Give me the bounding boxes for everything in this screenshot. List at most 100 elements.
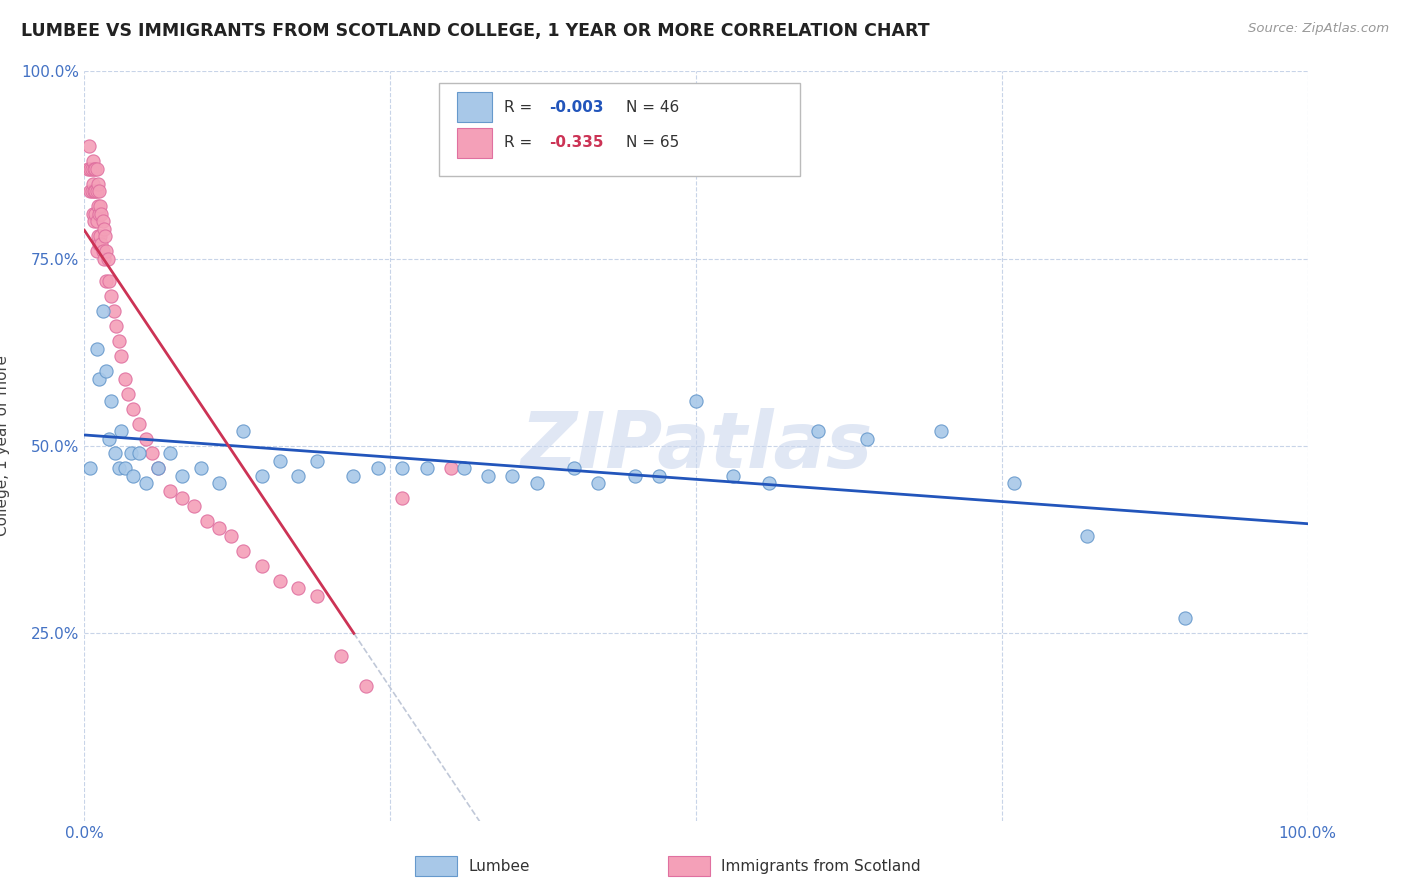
Point xyxy=(807,424,830,438)
Point xyxy=(93,252,115,266)
Point xyxy=(391,491,413,506)
Point xyxy=(103,304,125,318)
Point xyxy=(208,521,231,535)
Point xyxy=(91,214,114,228)
Text: N = 65: N = 65 xyxy=(626,135,679,150)
Point xyxy=(105,319,128,334)
Point xyxy=(135,476,157,491)
Text: -0.335: -0.335 xyxy=(550,135,603,150)
Point xyxy=(87,207,110,221)
Point xyxy=(82,177,104,191)
Point xyxy=(624,469,647,483)
Point xyxy=(87,236,110,251)
Point xyxy=(453,461,475,475)
Point xyxy=(117,386,139,401)
Point xyxy=(146,461,169,475)
Text: Source: ZipAtlas.com: Source: ZipAtlas.com xyxy=(1249,22,1389,36)
Point xyxy=(159,446,181,460)
Point xyxy=(86,184,108,198)
Point xyxy=(84,161,107,176)
Point xyxy=(250,469,273,483)
Point xyxy=(856,432,879,446)
Point xyxy=(83,184,105,198)
Point xyxy=(128,446,150,460)
Point xyxy=(648,469,671,483)
Point xyxy=(354,679,377,693)
Point xyxy=(159,483,181,498)
Point xyxy=(391,461,413,475)
Point xyxy=(120,446,142,460)
Point xyxy=(87,199,110,213)
Point xyxy=(97,252,120,266)
Point xyxy=(89,199,111,213)
Point xyxy=(97,274,120,288)
Point xyxy=(183,499,205,513)
Point xyxy=(100,289,122,303)
Point xyxy=(146,461,169,475)
Text: LUMBEE VS IMMIGRANTS FROM SCOTLAND COLLEGE, 1 YEAR OR MORE CORRELATION CHART: LUMBEE VS IMMIGRANTS FROM SCOTLAND COLLE… xyxy=(21,22,929,40)
Point xyxy=(96,274,118,288)
Point xyxy=(110,349,132,363)
Point xyxy=(80,184,103,198)
Point xyxy=(330,648,353,663)
Point xyxy=(122,469,145,483)
Point xyxy=(86,244,108,259)
Point xyxy=(141,446,163,460)
Point xyxy=(77,161,100,176)
Point xyxy=(1076,529,1098,543)
Point xyxy=(79,461,101,475)
Text: Lumbee: Lumbee xyxy=(468,859,530,873)
Point xyxy=(83,161,105,176)
Point xyxy=(416,461,439,475)
Point xyxy=(526,476,548,491)
Point xyxy=(82,154,104,169)
Point xyxy=(83,214,105,228)
Point xyxy=(79,161,101,176)
Point xyxy=(107,461,129,475)
Point xyxy=(87,229,110,244)
Point xyxy=(77,139,100,153)
Text: R =: R = xyxy=(503,135,537,150)
Y-axis label: College, 1 year or more: College, 1 year or more xyxy=(0,356,10,536)
Point xyxy=(287,582,309,596)
Point xyxy=(685,394,707,409)
Point xyxy=(172,491,194,506)
Point xyxy=(91,244,114,259)
Point xyxy=(305,454,328,468)
Point xyxy=(721,469,744,483)
Point xyxy=(440,461,463,475)
Point xyxy=(269,574,291,588)
Point xyxy=(100,394,122,409)
Point xyxy=(135,432,157,446)
Text: N = 46: N = 46 xyxy=(626,100,679,115)
Point xyxy=(758,476,780,491)
Point xyxy=(86,214,108,228)
Point xyxy=(87,371,110,385)
Point xyxy=(172,469,194,483)
FancyBboxPatch shape xyxy=(457,128,492,158)
Point xyxy=(93,221,115,235)
Point xyxy=(342,469,364,483)
Point xyxy=(84,207,107,221)
Point xyxy=(562,461,585,475)
Point xyxy=(86,342,108,356)
FancyBboxPatch shape xyxy=(457,93,492,122)
Point xyxy=(929,424,952,438)
Point xyxy=(219,529,242,543)
Point xyxy=(104,446,127,460)
Point xyxy=(110,424,132,438)
Point xyxy=(90,207,112,221)
Point xyxy=(114,371,136,385)
Point xyxy=(89,229,111,244)
Point xyxy=(107,334,129,348)
Point xyxy=(367,461,389,475)
Point xyxy=(586,476,609,491)
Text: -0.003: -0.003 xyxy=(550,100,603,115)
Point xyxy=(80,161,103,176)
Point xyxy=(502,469,524,483)
Point xyxy=(128,417,150,431)
Text: R =: R = xyxy=(503,100,537,115)
Point xyxy=(477,469,499,483)
Point xyxy=(287,469,309,483)
Point xyxy=(232,424,254,438)
